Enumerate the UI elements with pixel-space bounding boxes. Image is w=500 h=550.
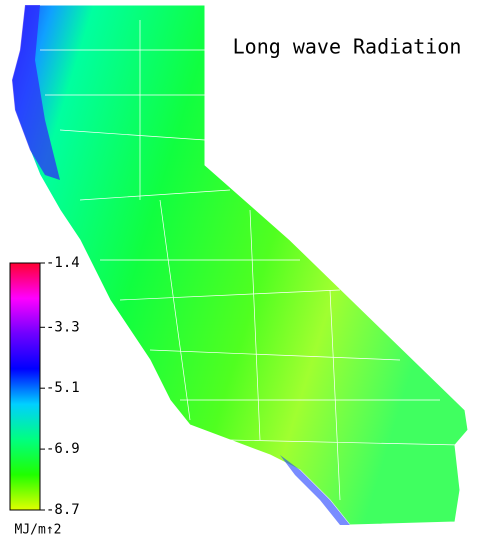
- county-lines: [40, 20, 461, 501]
- map-title: Long wave Radiation: [233, 35, 462, 59]
- colorbar-label: MJ/m↑2: [15, 523, 62, 538]
- colorbar-tick-label: -1.4: [46, 255, 80, 271]
- colorbar-tick-label: -6.9: [46, 441, 80, 457]
- colorbar-tick-label: -3.3: [46, 319, 80, 335]
- south-coast: [280, 455, 350, 525]
- colorbar-tick-label: -5.1: [46, 380, 80, 396]
- colorbar: [9, 262, 41, 511]
- california: [11, 4, 469, 526]
- colorbar-tick-label: -8.7: [46, 502, 80, 518]
- north-coast: [12, 5, 60, 180]
